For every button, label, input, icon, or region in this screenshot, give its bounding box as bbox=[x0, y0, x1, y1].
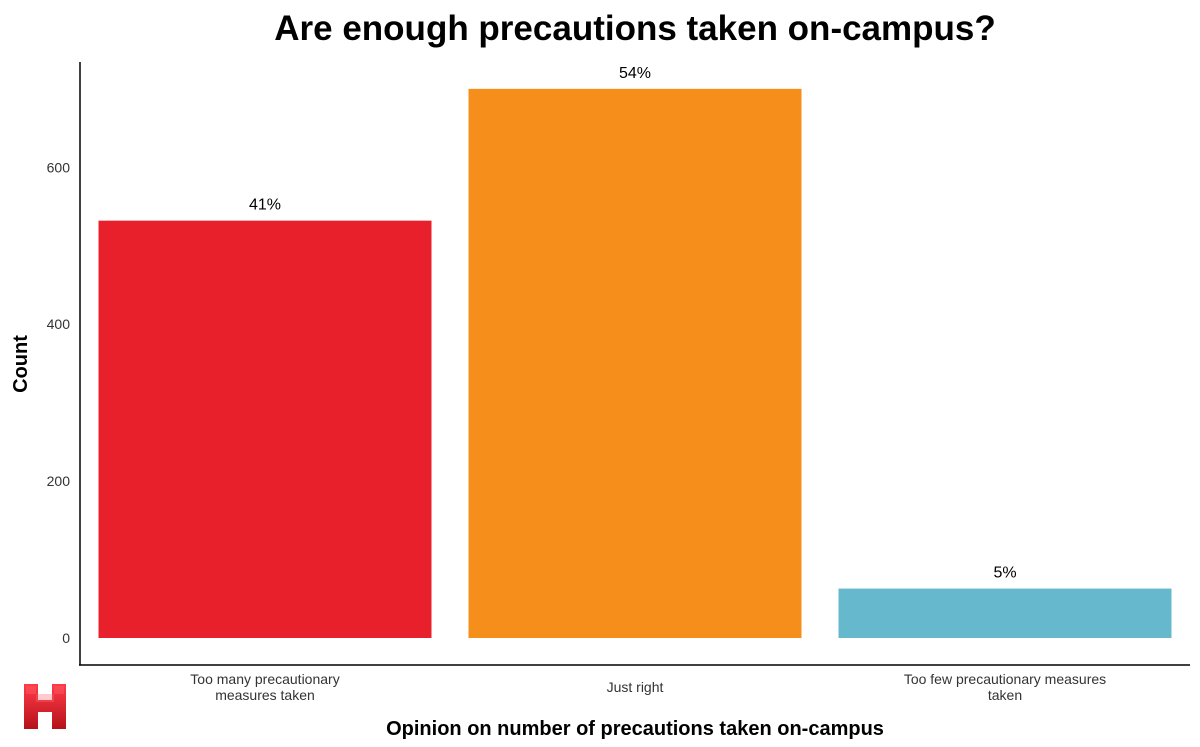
y-tick-label-3: 600 bbox=[47, 159, 71, 175]
data-label-2: 5% bbox=[993, 565, 1016, 582]
harvard-h-logo-icon bbox=[24, 684, 66, 729]
x-tick-label-line: taken bbox=[988, 687, 1022, 703]
y-tick-label-2: 400 bbox=[47, 316, 71, 332]
data-label-1: 54% bbox=[619, 65, 651, 82]
y-axis-title: Count bbox=[10, 335, 32, 393]
x-tick-label-0: Too many precautionary measures taken bbox=[190, 671, 339, 703]
x-axis-ticks: Too many precautionary measures taken Just… bbox=[190, 671, 1106, 703]
x-tick-label-2: Too few precautionary measures taken bbox=[904, 671, 1106, 703]
x-tick-label-line: measures taken bbox=[215, 687, 315, 703]
data-labels-group: 41% 54% 5% bbox=[249, 65, 1017, 582]
x-tick-label-line: Just right bbox=[607, 679, 664, 695]
bar-2 bbox=[838, 588, 1172, 638]
bar-0 bbox=[98, 220, 432, 638]
x-tick-label-line: Too many precautionary bbox=[190, 671, 339, 687]
y-axis-ticks: 0 200 400 600 bbox=[47, 159, 71, 646]
y-tick-label-1: 200 bbox=[47, 473, 71, 489]
y-tick-label-0: 0 bbox=[62, 630, 70, 646]
bars-group bbox=[98, 88, 1172, 639]
x-axis-title: Opinion on number of precautions taken o… bbox=[386, 718, 884, 740]
x-tick-label-line: Too few precautionary measures bbox=[904, 671, 1106, 687]
bar-1 bbox=[468, 88, 802, 639]
x-tick-label-1: Just right bbox=[607, 679, 664, 695]
chart-title: Are enough precautions taken on-campus? bbox=[274, 9, 996, 48]
data-label-0: 41% bbox=[249, 197, 281, 214]
